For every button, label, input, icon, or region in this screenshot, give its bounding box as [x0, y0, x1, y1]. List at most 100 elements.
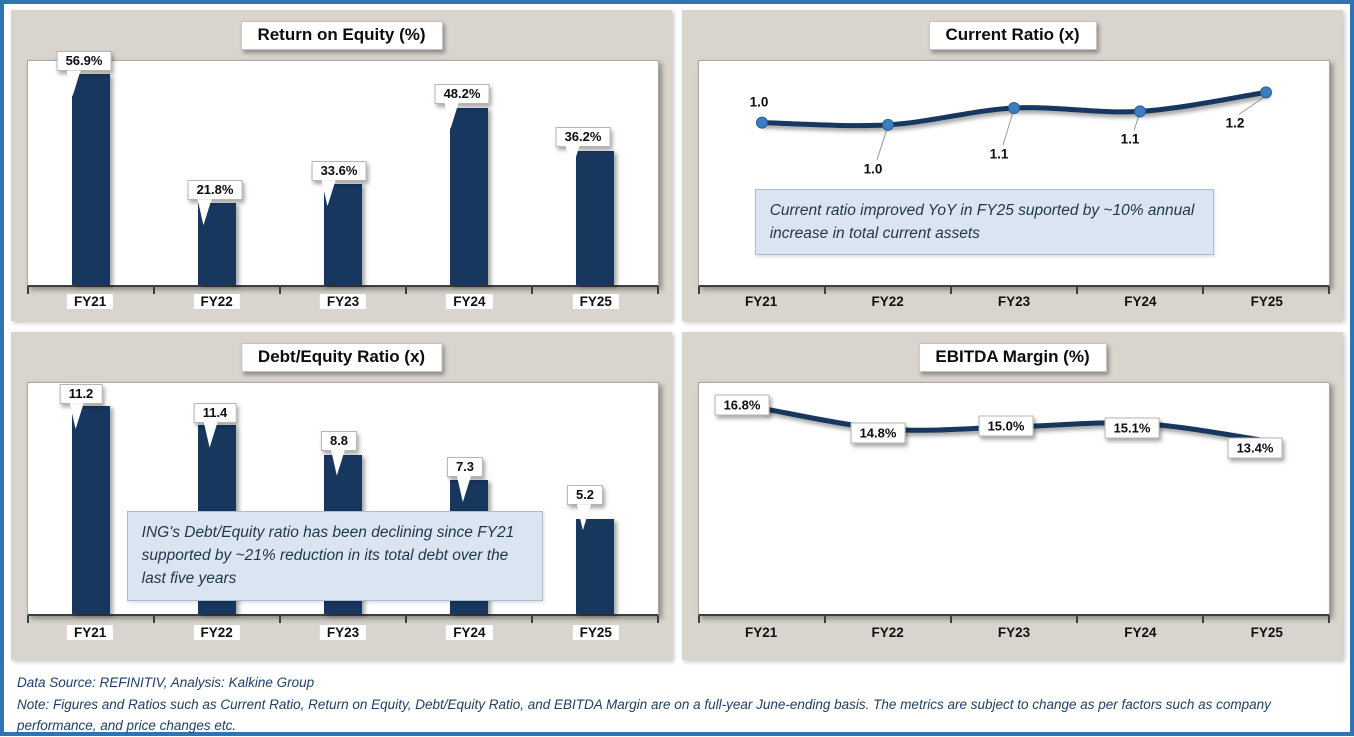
- axis-tick: [698, 287, 700, 294]
- note-line: Note: Figures and Ratios such as Current…: [17, 696, 1271, 734]
- value-label-FY24: 48.2%: [443, 86, 481, 102]
- value-callout-FY23: 8.8: [320, 430, 358, 476]
- x-label-FY24: FY24: [446, 294, 493, 309]
- axis-tick: [27, 287, 29, 294]
- x-axis-labels: FY21 FY22 FY23 FY24 FY25: [698, 294, 1330, 316]
- bar-FY25: [576, 519, 614, 614]
- value-label-FY22: 11.4: [202, 404, 228, 420]
- x-axis-labels: FY21 FY22 FY23 FY24 FY25: [698, 625, 1330, 647]
- axis-tick: [1202, 616, 1204, 623]
- data-marker-FY23: [1008, 102, 1020, 115]
- annotation-current-ratio: Current ratio improved YoY in FY25 supor…: [754, 188, 1215, 256]
- axis-tick: [153, 287, 155, 294]
- value-callout-FY21: 11.2: [59, 384, 103, 430]
- chart-title-text: Debt/Equity Ratio (x): [257, 347, 426, 366]
- footer: Data Source: REFINITIV, Analysis: Kalkin…: [11, 660, 1343, 737]
- value-label-FY25: 5.2: [575, 487, 595, 503]
- x-axis-labels: FY21 FY22 FY23 FY24 FY25: [27, 625, 659, 647]
- data-marker-FY21: [756, 116, 768, 129]
- x-label-FY24: FY24: [1124, 625, 1157, 640]
- label-leader-line: [1002, 111, 1014, 146]
- panel-current-ratio: Current Ratio (x) 1.0 1.0 1.1 1.1 1.2 FY21 FY…: [682, 10, 1343, 321]
- axis-tick: [405, 287, 407, 294]
- x-label-FY25: FY25: [572, 625, 619, 640]
- x-label-FY22: FY22: [871, 625, 904, 640]
- x-label-FY21: FY21: [67, 294, 114, 309]
- value-callout-FY25: 5.2: [566, 485, 604, 531]
- value-callout-FY22: 21.8%: [187, 180, 243, 226]
- x-label-FY21: FY21: [67, 625, 114, 640]
- value-label-FY22: 21.8%: [196, 182, 234, 198]
- axis-tick: [531, 287, 533, 294]
- axis-tick: [27, 616, 29, 623]
- axis-tick: [824, 287, 826, 294]
- x-label-FY23: FY23: [997, 294, 1031, 309]
- bar-FY24: [450, 108, 488, 285]
- x-label-FY22: FY22: [193, 625, 240, 640]
- value-label-FY24: 15.1%: [1104, 417, 1160, 439]
- x-label-FY25: FY25: [1250, 625, 1283, 640]
- x-label-FY24: FY24: [446, 625, 493, 640]
- value-callout-FY25: 36.2%: [555, 126, 611, 172]
- chart-title-current-ratio: Current Ratio (x): [928, 21, 1097, 50]
- x-label-FY23: FY23: [319, 294, 367, 309]
- axis-tick: [1328, 287, 1330, 294]
- axis-tick: [657, 616, 659, 623]
- panel-return-on-equity: Return on Equity (%) 56.9% 21.8% 33.6% 48.2…: [11, 10, 672, 321]
- label-leader-line: [1133, 115, 1140, 131]
- axis-tick: [153, 616, 155, 623]
- axis-tick: [405, 616, 407, 623]
- plot-area-ebitda-margin: 16.8% 14.8% 15.0% 15.1% 13.4%: [698, 382, 1330, 623]
- chart-title-debt-equity-ratio: Debt/Equity Ratio (x): [240, 343, 443, 372]
- value-label-FY23: 33.6%: [320, 163, 358, 179]
- bar-FY21: [72, 406, 110, 614]
- value-callout-FY22: 11.4: [193, 402, 237, 448]
- axis-tick: [698, 616, 700, 623]
- chart-title-text: EBITDA Margin (%): [935, 347, 1090, 366]
- chart-title-text: Current Ratio (x): [945, 25, 1080, 44]
- value-label-FY23: 1.1: [989, 146, 1009, 162]
- plot-area-return-on-equity: 56.9% 21.8% 33.6% 48.2% 36.2%: [27, 51, 659, 294]
- value-callout-FY23: 33.6%: [311, 161, 367, 207]
- x-label-FY25: FY25: [1250, 294, 1283, 309]
- value-label-FY23: 15.0%: [978, 415, 1034, 437]
- data-source-line: Data Source: REFINITIV, Analysis: Kalkin…: [17, 675, 315, 690]
- value-label-FY23: 8.8: [329, 432, 349, 448]
- value-callout-FY24: 7.3: [446, 457, 484, 503]
- chart-title-ebitda-margin: EBITDA Margin (%): [918, 343, 1107, 372]
- axis-tick: [824, 616, 826, 623]
- value-label-FY22: 14.8%: [850, 422, 906, 444]
- axis-tick: [950, 616, 952, 623]
- x-label-FY22: FY22: [871, 294, 904, 309]
- value-label-FY21: 16.8%: [714, 394, 770, 416]
- bar-FY23: [324, 184, 362, 285]
- axis-tick: [1076, 616, 1078, 623]
- value-label-FY22: 1.0: [863, 161, 883, 177]
- value-label-FY25: 1.2: [1225, 115, 1245, 131]
- x-label-FY23: FY23: [997, 625, 1031, 640]
- axis-tick: [657, 287, 659, 294]
- panel-debt-equity-ratio: Debt/Equity Ratio (x) 11.2 11.4 8.8 7.3 5.2 …: [11, 332, 672, 660]
- charts-grid: Return on Equity (%) 56.9% 21.8% 33.6% 48.2…: [11, 10, 1343, 660]
- axis-tick: [531, 616, 533, 623]
- x-label-FY23: FY23: [319, 625, 367, 640]
- bar-FY25: [576, 150, 614, 285]
- value-label-FY24: 7.3: [455, 459, 475, 475]
- chart-title-text: Return on Equity (%): [257, 25, 426, 44]
- axis-tick: [1202, 287, 1204, 294]
- panel-ebitda-margin: EBITDA Margin (%) 16.8% 14.8% 15.0% 15.1% 13…: [682, 332, 1343, 660]
- axis-tick: [1328, 616, 1330, 623]
- value-callout-FY21: 56.9%: [56, 51, 112, 97]
- value-label-FY25: 13.4%: [1227, 437, 1283, 459]
- axis-tick: [279, 616, 281, 623]
- axis-tick: [950, 287, 952, 294]
- label-leader-line: [876, 128, 888, 160]
- value-label-FY24: 1.1: [1120, 131, 1140, 147]
- x-label-FY22: FY22: [193, 294, 240, 309]
- axis-tick: [279, 287, 281, 294]
- bar-FY21: [72, 74, 110, 285]
- axis-tick: [1076, 287, 1078, 294]
- value-label-FY21: 11.2: [68, 386, 94, 402]
- chart-title-return-on-equity: Return on Equity (%): [240, 21, 443, 50]
